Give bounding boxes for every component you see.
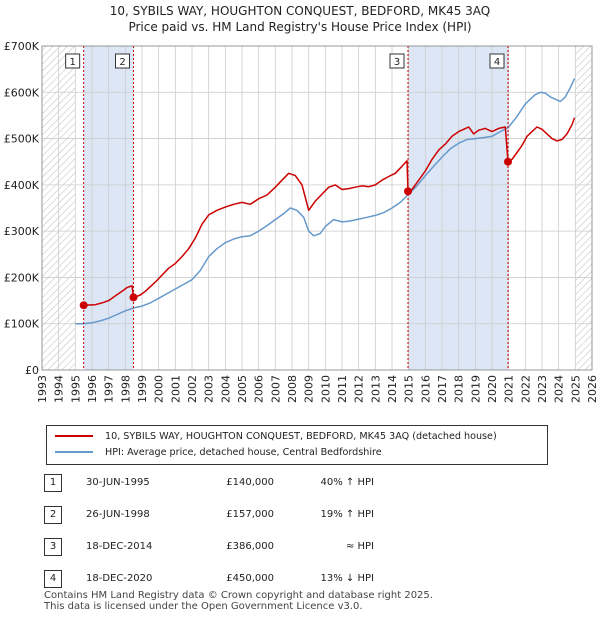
x-tick-label: 2021 bbox=[503, 375, 516, 403]
sale-price: £140,000 bbox=[226, 477, 274, 488]
y-tick-label: £200K bbox=[4, 271, 40, 284]
sale-number-badge: 1 bbox=[44, 474, 62, 492]
sale-row: 1 30-JUN-1995 £140,000 40% ↑ HPI bbox=[44, 474, 564, 494]
x-tick-label: 2006 bbox=[253, 375, 266, 403]
sale-point bbox=[129, 293, 138, 302]
sale-hpi-comparison: 13% ↓ HPI bbox=[320, 573, 374, 584]
sale-flag-box bbox=[65, 53, 81, 69]
footer-copyright: Contains HM Land Registry data © Crown c… bbox=[44, 590, 433, 601]
x-tick-label: 2024 bbox=[553, 375, 566, 403]
legend-swatch-property bbox=[55, 435, 93, 437]
x-tick-label: 2025 bbox=[569, 375, 582, 403]
sale-date: 18-DEC-2020 bbox=[86, 573, 153, 584]
x-tick-label: 2010 bbox=[319, 375, 332, 403]
x-tick-label: 2003 bbox=[203, 375, 216, 403]
ownership-period-band bbox=[408, 46, 508, 370]
sale-number-badge: 3 bbox=[44, 538, 62, 556]
sale-point bbox=[404, 187, 412, 196]
y-tick-label: £100K bbox=[4, 318, 40, 331]
x-tick-label: 1994 bbox=[53, 375, 66, 403]
sale-hpi-comparison: 19% ↑ HPI bbox=[320, 509, 374, 520]
sale-point bbox=[504, 157, 512, 166]
sale-flag-box bbox=[389, 53, 405, 69]
x-tick-label: 2000 bbox=[153, 375, 166, 403]
no-data-hatch bbox=[575, 46, 592, 370]
sale-row: 3 18-DEC-2014 £386,000 ≈ HPI bbox=[44, 538, 564, 558]
y-tick-label: £400K bbox=[4, 179, 40, 192]
x-tick-label: 2026 bbox=[586, 375, 599, 403]
x-tick-label: 1997 bbox=[103, 375, 116, 403]
sale-flag-number: 3 bbox=[394, 57, 400, 68]
legend-item-property: 10, SYBILS WAY, HOUGHTON CONQUEST, BEDFO… bbox=[55, 431, 497, 442]
y-tick-label: £600K bbox=[4, 86, 40, 99]
x-tick-label: 1995 bbox=[69, 375, 82, 403]
x-tick-label: 2016 bbox=[419, 375, 432, 403]
x-tick-label: 2019 bbox=[469, 375, 482, 403]
sale-date: 30-JUN-1995 bbox=[86, 477, 150, 488]
sale-flag-box bbox=[115, 53, 130, 69]
chart-title: 10, SYBILS WAY, HOUGHTON CONQUEST, BEDFO… bbox=[109, 4, 491, 18]
y-tick-label: £300K bbox=[4, 225, 40, 238]
sale-price: £386,000 bbox=[226, 541, 274, 552]
x-tick-label: 2007 bbox=[269, 375, 282, 403]
sale-flag-number: 1 bbox=[69, 57, 75, 68]
sale-price: £450,000 bbox=[226, 573, 274, 584]
footer-licence: This data is licensed under the Open Gov… bbox=[44, 601, 363, 612]
footer: Contains HM Land Registry data © Crown c… bbox=[44, 590, 433, 612]
y-tick-label: £0 bbox=[25, 364, 39, 377]
x-tick-label: 2001 bbox=[169, 375, 182, 403]
sale-point bbox=[79, 301, 88, 310]
sale-number-badge: 2 bbox=[44, 506, 62, 524]
sale-row: 4 18-DEC-2020 £450,000 13% ↓ HPI bbox=[44, 570, 564, 590]
sale-date: 26-JUN-1998 bbox=[86, 509, 150, 520]
x-tick-label: 2013 bbox=[369, 375, 382, 403]
x-tick-label: 2012 bbox=[353, 375, 366, 403]
x-tick-label: 2002 bbox=[186, 375, 199, 403]
sale-hpi-comparison: ≈ HPI bbox=[345, 541, 374, 552]
x-tick-label: 1999 bbox=[136, 375, 149, 403]
x-tick-label: 2017 bbox=[436, 375, 449, 403]
sale-flag-number: 4 bbox=[494, 57, 500, 68]
legend-label-property: 10, SYBILS WAY, HOUGHTON CONQUEST, BEDFO… bbox=[105, 431, 497, 442]
x-tick-label: 2008 bbox=[286, 375, 299, 403]
x-tick-label: 1996 bbox=[86, 375, 99, 403]
price-chart: 1 2 3 4 £0 £100K £200K £300K £400K £500K £600K £70… bbox=[4, 40, 599, 403]
x-tick-label: 2005 bbox=[236, 375, 249, 403]
x-tick-label: 2014 bbox=[386, 375, 399, 403]
sale-date: 18-DEC-2014 bbox=[86, 541, 153, 552]
chart-subtitle: Price paid vs. HM Land Registry's House … bbox=[128, 20, 472, 34]
legend: 10, SYBILS WAY, HOUGHTON CONQUEST, BEDFO… bbox=[46, 425, 548, 465]
legend-item-hpi: HPI: Average price, detached house, Cent… bbox=[55, 447, 382, 458]
x-tick-label: 1993 bbox=[36, 375, 49, 403]
y-tick-label: £700K bbox=[4, 40, 40, 53]
x-tick-label: 2015 bbox=[403, 375, 416, 403]
hpi-line bbox=[75, 78, 576, 325]
plot-border bbox=[41, 45, 593, 371]
legend-label-hpi: HPI: Average price, detached house, Cent… bbox=[105, 447, 382, 458]
x-tick-label: 1998 bbox=[119, 375, 132, 403]
sale-flag-box bbox=[489, 53, 505, 69]
x-tick-label: 2020 bbox=[486, 375, 499, 403]
sale-row: 2 26-JUN-1998 £157,000 19% ↑ HPI bbox=[44, 506, 564, 526]
sale-hpi-comparison: 40% ↑ HPI bbox=[320, 477, 374, 488]
x-tick-label: 2011 bbox=[336, 375, 349, 403]
legend-swatch-hpi bbox=[55, 451, 93, 453]
sale-number-badge: 4 bbox=[44, 570, 62, 588]
x-tick-label: 2009 bbox=[303, 375, 316, 403]
sale-price: £157,000 bbox=[226, 509, 274, 520]
x-tick-label: 2022 bbox=[519, 375, 532, 403]
y-tick-label: £500K bbox=[4, 133, 40, 146]
sale-flag-number: 2 bbox=[119, 57, 125, 68]
x-tick-label: 2018 bbox=[453, 375, 466, 403]
x-tick-label: 2023 bbox=[536, 375, 549, 403]
x-tick-label: 2004 bbox=[219, 375, 232, 403]
